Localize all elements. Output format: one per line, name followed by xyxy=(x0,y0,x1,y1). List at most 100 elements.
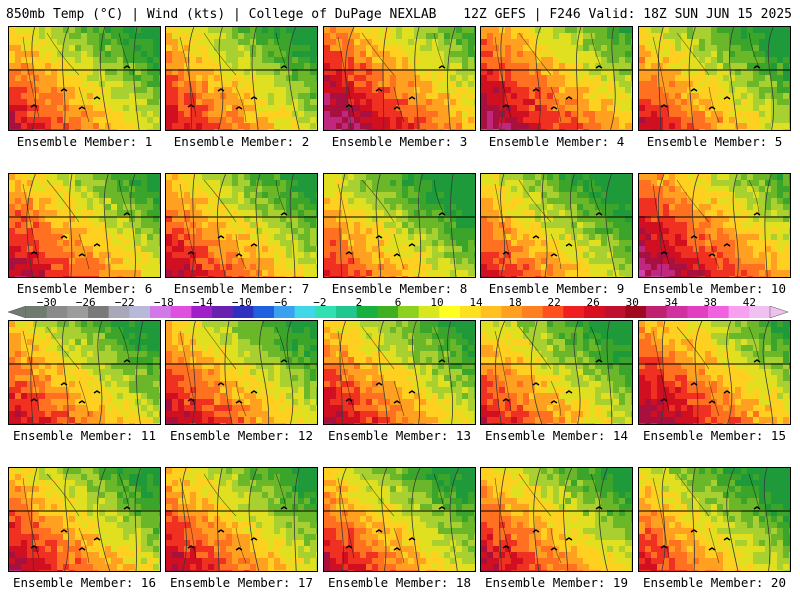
map-feature-mark xyxy=(60,235,68,239)
height-contour xyxy=(339,468,347,571)
colorbar-tick-label: −14 xyxy=(192,296,213,309)
coastline xyxy=(393,527,405,564)
panel-label: Ensemble Member: 12 xyxy=(170,428,313,443)
height-contour xyxy=(763,468,771,571)
map-feature-mark xyxy=(438,359,446,363)
coastline xyxy=(708,233,720,270)
colorbar-high-arrow xyxy=(769,306,788,318)
height-contour xyxy=(542,174,548,277)
height-contour xyxy=(661,468,666,571)
colorbar-swatch xyxy=(542,306,564,318)
coastline xyxy=(203,179,237,223)
map-feature-mark xyxy=(250,96,258,100)
height-contour xyxy=(31,468,38,571)
coastline xyxy=(275,473,287,509)
coastline xyxy=(518,473,552,517)
height-contour xyxy=(764,174,772,277)
map-feature-mark xyxy=(708,106,716,110)
temperature-field-map xyxy=(481,468,632,571)
panel-label: Ensemble Member: 16 xyxy=(13,575,156,590)
map-feature-mark xyxy=(60,529,68,533)
map-feature-mark xyxy=(60,88,68,92)
coastline xyxy=(78,380,90,417)
panel-label: Ensemble Member: 4 xyxy=(488,134,625,149)
height-contour xyxy=(259,321,270,424)
colorbar-swatch xyxy=(522,306,543,318)
map-feature-mark xyxy=(550,106,558,110)
map-feature-mark xyxy=(235,400,243,404)
map-feature-mark xyxy=(375,382,383,386)
map-feature-mark xyxy=(78,106,86,110)
height-contour xyxy=(495,321,506,424)
ensemble-panel xyxy=(638,320,791,425)
map-feature-mark xyxy=(723,537,731,541)
map-feature-mark xyxy=(93,390,101,394)
colorbar-tick-label: −10 xyxy=(231,296,252,309)
panel-label: Ensemble Member: 5 xyxy=(646,134,783,149)
coastline xyxy=(22,477,40,559)
panel-label: Ensemble Member: 3 xyxy=(331,134,468,149)
temperature-field-map xyxy=(166,27,317,130)
height-contour xyxy=(339,174,346,277)
height-contour xyxy=(191,321,196,424)
height-contour xyxy=(767,27,774,130)
height-contour xyxy=(251,27,259,130)
coastline xyxy=(235,86,247,123)
colorbar-swatch xyxy=(232,306,254,318)
map-feature-mark xyxy=(502,104,510,108)
colorbar-tick-label: 2 xyxy=(355,296,363,309)
height-contour xyxy=(762,321,774,424)
ensemble-panel xyxy=(8,173,161,278)
colorbar-swatch xyxy=(584,306,605,318)
coastline xyxy=(550,233,562,270)
ensemble-panel xyxy=(165,173,318,278)
colorbar-tick-label: −22 xyxy=(114,296,135,309)
height-contour xyxy=(499,468,506,571)
ensemble-panel xyxy=(8,26,161,131)
coastline xyxy=(361,179,395,223)
map-feature-mark xyxy=(550,547,558,551)
coastline xyxy=(46,473,80,517)
coastline xyxy=(118,32,130,68)
temperature-field-map xyxy=(9,27,160,130)
map-feature-mark xyxy=(660,251,668,255)
coastline xyxy=(46,326,80,370)
coastline xyxy=(494,36,512,118)
coastline xyxy=(337,330,355,412)
map-feature-mark xyxy=(753,65,761,69)
panel-label: Ensemble Member: 7 xyxy=(173,281,310,296)
height-contour xyxy=(130,174,136,277)
height-contour xyxy=(657,27,664,130)
panel-label: Ensemble Member: 19 xyxy=(485,575,628,590)
coastline xyxy=(652,36,670,118)
height-contour xyxy=(134,468,141,571)
height-contour xyxy=(500,27,504,130)
panel-label: Ensemble Member: 17 xyxy=(170,575,313,590)
map-feature-mark xyxy=(250,537,258,541)
coastline xyxy=(337,183,355,265)
map-feature-mark xyxy=(217,235,225,239)
coastline xyxy=(550,380,562,417)
map-feature-mark xyxy=(438,65,446,69)
map-feature-mark xyxy=(123,506,131,510)
coastline xyxy=(676,179,710,223)
map-feature-mark xyxy=(690,88,698,92)
coastline xyxy=(676,473,710,517)
height-contour xyxy=(573,321,581,424)
temperature-field-map xyxy=(639,468,790,571)
map-feature-mark xyxy=(375,235,383,239)
temperature-field-map xyxy=(166,321,317,424)
colorbar-tick-label: 10 xyxy=(430,296,444,309)
colorbar-swatch xyxy=(728,306,750,318)
map-feature-mark xyxy=(550,253,558,257)
colorbar-swatch xyxy=(501,306,523,318)
height-contour xyxy=(610,27,616,130)
map-feature-mark xyxy=(235,106,243,110)
coastline xyxy=(179,330,197,412)
coastline xyxy=(676,32,710,76)
map-feature-mark xyxy=(690,382,698,386)
height-contour xyxy=(99,27,110,130)
coastline xyxy=(518,326,552,370)
height-contour xyxy=(218,27,224,130)
coastline xyxy=(652,477,670,559)
